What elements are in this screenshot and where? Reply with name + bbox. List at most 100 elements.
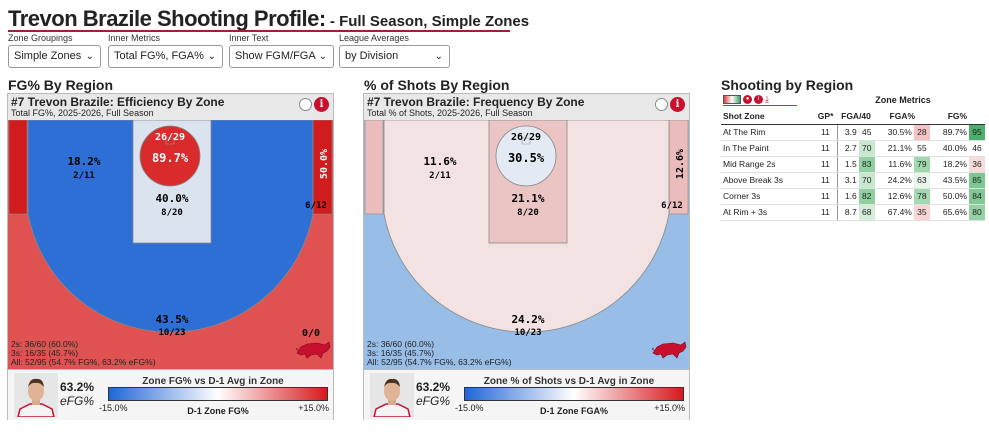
cell-fga-pct: 11.6% [874, 156, 914, 173]
razorback-logo-icon [651, 341, 687, 359]
toolbar-underline [723, 105, 797, 106]
cell-zone: In The Paint [721, 140, 814, 157]
chevron-down-icon: ⌄ [85, 51, 94, 62]
cell-gp: 11 [813, 204, 838, 221]
table-row[interactable]: Corner 3s 11 1.6 82 12.6% 78 50.0% 84 [721, 188, 985, 205]
legend-max-label: +15.0% [654, 403, 685, 413]
inner-metrics-label: Inner Metrics [108, 33, 161, 43]
download-icon[interactable]: ⤓ [765, 94, 769, 104]
paint-frac-label: 8/20 [517, 208, 539, 218]
cell-gp: 11 [813, 188, 838, 205]
league-averages-value: by Division [345, 50, 399, 62]
zone-metrics-header: Zone Metrics [875, 95, 931, 105]
paint-pct-label: 21.1% [511, 192, 544, 205]
league-averages-label: League Averages [339, 33, 409, 43]
three-pct-label: 43.5% [155, 313, 188, 326]
three-frac-label: 10/23 [158, 328, 185, 338]
inner-text-label: Inner Text [229, 33, 269, 43]
col-fg-pct[interactable]: FG% [929, 108, 985, 125]
color-scale-icon[interactable] [723, 95, 741, 104]
cell-zone: Corner 3s [721, 188, 814, 205]
three-pct-label: 24.2% [511, 313, 544, 326]
col-shot-zone[interactable]: Shot Zone [721, 108, 814, 125]
cell-fga-pct: 67.4% [874, 204, 914, 221]
cell-zone: At Rim + 3s [721, 204, 814, 221]
mid-frac-label: 2/11 [429, 171, 451, 181]
efg-value: 63.2% [59, 380, 94, 394]
cell-fg-pct-percentile: 36 [969, 156, 985, 173]
info-icon[interactable]: i [670, 97, 685, 112]
corner-pct-label: 50.0% [319, 149, 330, 179]
cell-zone: Mid Range 2s [721, 156, 814, 173]
zone-groupings-select[interactable]: Simple Zones ⌄ [8, 45, 101, 68]
totals-threes: 3s: 16/35 (45.7%) [367, 348, 435, 358]
toggle-circle-icon[interactable] [655, 98, 668, 111]
totals-twos: 2s: 36/60 (60.0%) [11, 339, 79, 349]
legend-mid-label: D-1 Zone FGA% [539, 406, 608, 416]
zone-rim[interactable] [495, 125, 557, 187]
totals-all: All: 52/95 (54.7% FG%, 63.2% eFG%) [11, 357, 156, 367]
player-avatar [14, 373, 58, 417]
panel-header: #7 Trevon Brazile: Efficiency By Zone To… [8, 94, 333, 120]
mid-frac-label: 2/11 [73, 171, 95, 181]
chevron-down-icon: ⌄ [318, 51, 327, 62]
cell-fga40: 3.9 [837, 124, 859, 141]
mid-pct-label: 18.2% [67, 155, 100, 168]
col-fga-pct[interactable]: FGA% [874, 108, 930, 125]
shooting-totals: 2s: 36/60 (60.0%) 3s: 16/35 (45.7%) All:… [11, 340, 156, 367]
legend-min-label: -15.0% [99, 403, 128, 413]
cell-gp: 11 [813, 140, 838, 157]
efg-label: eFG% [59, 394, 94, 408]
corner-frac-label: 6/12 [305, 201, 327, 211]
col-fga40[interactable]: FGA/40 [837, 108, 875, 125]
cell-fg-pct: 89.7% [929, 124, 969, 141]
rim-frac-label: 26/29 [511, 132, 541, 143]
page-title: Trevon Brazile Shooting Profile: - Full … [8, 6, 529, 32]
cell-fga40-percentile: 70 [858, 140, 875, 157]
inner-metrics-control: Inner Metrics Total FG%, FGA% ⌄ [108, 33, 223, 68]
col-gp[interactable]: GP* [813, 108, 838, 125]
info-icon[interactable]: i [314, 97, 329, 112]
settings-icon[interactable]: ● [743, 95, 752, 104]
toggle-circle-icon[interactable] [299, 98, 312, 111]
cell-fga-pct-percentile: 35 [913, 204, 930, 221]
cell-fg-pct: 40.0% [929, 140, 969, 157]
info-icon[interactable]: i [754, 95, 763, 104]
table-row[interactable]: Mid Range 2s 11 1.5 83 11.6% 79 18.2% 36 [721, 156, 985, 173]
table-row[interactable]: In The Paint 11 2.7 70 21.1% 55 40.0% 46 [721, 140, 985, 157]
zone-rim[interactable] [139, 125, 201, 187]
panel-footer: 63.2% eFG% Zone % of Shots vs D-1 Avg in… [364, 369, 689, 420]
three-frac-label: 10/23 [514, 328, 541, 338]
inner-text-select[interactable]: Show FGM/FGA ⌄ [229, 45, 334, 68]
cell-fga-pct: 12.6% [874, 188, 914, 205]
cell-gp: 11 [813, 156, 838, 173]
title-zones: Simple Zones [431, 13, 530, 30]
shot-court-chart: 26/29 89.7% 40.0% 8/20 18.2% 2/11 50.0% … [8, 120, 333, 369]
table-row[interactable]: At The Rim 11 3.9 45 30.5% 28 89.7% 95 [721, 124, 985, 141]
rim-pct-label: 30.5% [508, 151, 545, 165]
inner-metrics-select[interactable]: Total FG%, FGA% ⌄ [108, 45, 223, 68]
panel-title: #7 Trevon Brazile: Frequency By Zone [367, 95, 585, 109]
cell-fga40-percentile: 82 [858, 188, 875, 205]
zone-groupings-control: Zone Groupings Simple Zones ⌄ [8, 33, 101, 68]
shot-court-chart: 26/29 30.5% 21.1% 8/20 11.6% 2/11 12.6% … [364, 120, 689, 369]
table-header-row: Shot Zone GP* FGA/40 FGA% FG% [721, 108, 985, 125]
shooting-table: Shot Zone GP* FGA/40 FGA% FG% At The Rim… [721, 108, 985, 221]
legend-min-label: -15.0% [455, 403, 484, 413]
legend-gradient-bar [464, 387, 684, 401]
cell-zone: At The Rim [721, 124, 814, 141]
cell-fg-pct: 18.2% [929, 156, 969, 173]
efg-value: 63.2% [415, 380, 450, 394]
panel-subtitle: Total % of Shots, 2025-2026, Full Season [367, 108, 533, 118]
paint-frac-label: 8/20 [161, 208, 183, 218]
league-averages-select[interactable]: by Division ⌄ [339, 45, 450, 68]
cell-fga-pct-percentile: 55 [913, 140, 930, 157]
frequency-panel: #7 Trevon Brazile: Frequency By Zone Tot… [363, 93, 690, 420]
zone-left-corner-three[interactable] [364, 120, 384, 215]
cell-fga40-percentile: 83 [858, 156, 875, 173]
table-row[interactable]: Above Break 3s 11 3.1 70 24.2% 63 43.5% … [721, 172, 985, 189]
cell-fg-pct-percentile: 85 [969, 172, 985, 189]
inner-text-value: Show FGM/FGA [235, 50, 316, 62]
table-row[interactable]: At Rim + 3s 11 8.7 68 67.4% 35 65.6% 80 [721, 204, 985, 221]
zone-left-corner-three[interactable] [8, 120, 28, 215]
